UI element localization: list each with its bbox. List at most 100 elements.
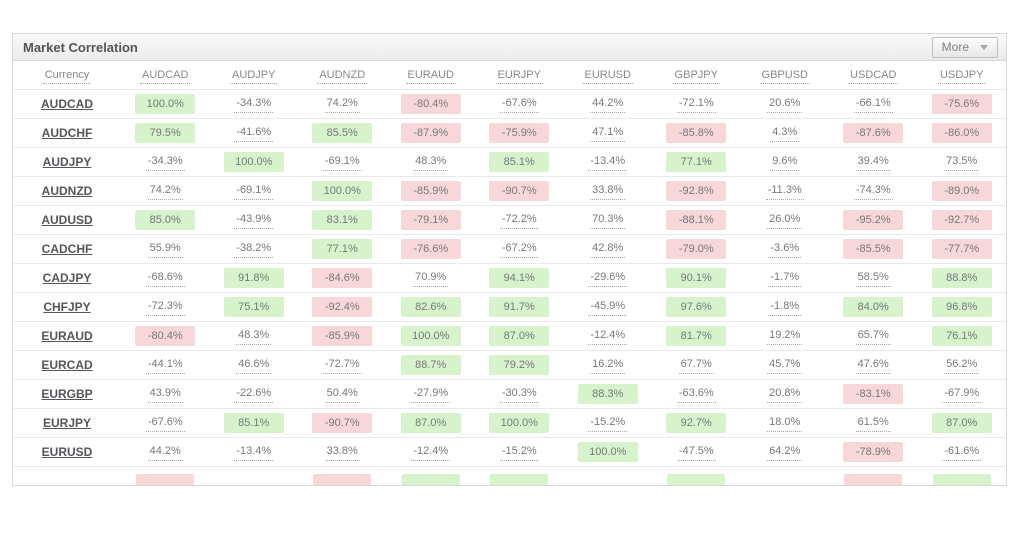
correlation-value: -77.7% bbox=[931, 239, 992, 259]
currency-link-audcad[interactable]: AUDCAD bbox=[41, 97, 93, 111]
correlation-cell bbox=[740, 466, 829, 485]
currency-link-eurcad[interactable]: EURCAD bbox=[41, 358, 93, 372]
correlation-value: 75.1% bbox=[223, 297, 284, 317]
correlation-cell bbox=[917, 466, 1006, 485]
correlation-value: -67.6% bbox=[145, 414, 185, 432]
correlation-cell: -61.6% bbox=[917, 437, 1006, 466]
correlation-cell-partial bbox=[932, 474, 991, 485]
currency-link-audchf[interactable]: AUDCHF bbox=[41, 126, 93, 140]
correlation-value: -87.6% bbox=[843, 123, 904, 143]
correlation-value: 70.3% bbox=[590, 211, 626, 229]
correlation-value: 46.6% bbox=[236, 356, 272, 374]
column-header-label: GBPUSD bbox=[759, 69, 810, 84]
correlation-cell: 97.6% bbox=[652, 292, 741, 321]
correlation-cell: 76.1% bbox=[917, 321, 1006, 350]
correlation-cell-partial bbox=[667, 474, 726, 485]
correlation-value: 74.2% bbox=[324, 95, 360, 113]
correlation-value: -92.4% bbox=[312, 297, 373, 317]
correlation-value: 26.0% bbox=[767, 211, 803, 229]
currency-link-euraud[interactable]: EURAUD bbox=[41, 329, 93, 343]
correlation-value: 20.8% bbox=[767, 385, 803, 403]
correlation-cell: -44.1% bbox=[121, 350, 210, 379]
currency-link-audusd[interactable]: AUDUSD bbox=[41, 213, 93, 227]
correlation-cell: -3.6% bbox=[740, 234, 829, 263]
correlation-cell: -15.2% bbox=[563, 408, 652, 437]
row-label-cell: AUDNZD bbox=[13, 176, 121, 205]
column-header-usdjpy: USDJPY bbox=[918, 61, 1007, 89]
more-button[interactable]: More bbox=[931, 36, 998, 58]
row-label-cell bbox=[13, 466, 121, 485]
correlation-cell: -85.5% bbox=[829, 234, 918, 263]
correlation-value: -67.6% bbox=[499, 95, 539, 113]
currency-link-eurgbp[interactable]: EURGBP bbox=[41, 387, 93, 401]
correlation-value: -85.8% bbox=[666, 123, 727, 143]
correlation-cell: -12.4% bbox=[563, 321, 652, 350]
correlation-cell: -34.3% bbox=[121, 147, 210, 176]
correlation-cell: 82.6% bbox=[386, 292, 475, 321]
correlation-value: 85.1% bbox=[489, 152, 550, 172]
correlation-cell: 92.7% bbox=[652, 408, 741, 437]
correlation-value: -95.2% bbox=[843, 210, 904, 230]
correlation-value: 85.0% bbox=[135, 210, 196, 230]
correlation-value: 4.3% bbox=[770, 124, 800, 142]
correlation-cell: 9.6% bbox=[740, 147, 829, 176]
correlation-cell: -80.4% bbox=[121, 321, 210, 350]
column-header-label: USDCAD bbox=[848, 69, 899, 84]
correlation-value: -34.3% bbox=[145, 153, 185, 171]
correlation-cell: 47.6% bbox=[829, 350, 918, 379]
table-row-audjpy: AUDJPY -34.3% 100.0% -69.1% 48.3% 85.1% -13.4%… bbox=[13, 147, 1006, 176]
column-header-usdcad: USDCAD bbox=[829, 61, 918, 89]
correlation-cell: 100.0% bbox=[121, 89, 210, 118]
correlation-cell bbox=[209, 466, 298, 485]
column-header-gbpusd: GBPUSD bbox=[741, 61, 830, 89]
correlation-cell: -92.8% bbox=[652, 176, 741, 205]
correlation-cell: -92.4% bbox=[298, 292, 387, 321]
correlation-value: -11.3% bbox=[765, 182, 804, 200]
correlation-cell: 20.6% bbox=[740, 89, 829, 118]
correlation-value: -12.4% bbox=[588, 327, 628, 345]
correlation-value: 100.0% bbox=[577, 442, 638, 462]
correlation-value: -72.3% bbox=[145, 298, 185, 316]
correlation-cell: -67.6% bbox=[121, 408, 210, 437]
correlation-value: 45.7% bbox=[767, 356, 803, 374]
correlation-value: 94.1% bbox=[489, 268, 550, 288]
correlation-cell: 55.9% bbox=[121, 234, 210, 263]
column-header-eurusd: EURUSD bbox=[564, 61, 653, 89]
correlation-table-body: AUDCAD 100.0% -34.3% 74.2% -80.4% -67.6% 44.2%… bbox=[13, 89, 1006, 485]
correlation-cell: 26.0% bbox=[740, 205, 829, 234]
currency-link-cadjpy[interactable]: CADJPY bbox=[42, 271, 92, 285]
currency-link-chfjpy[interactable]: CHFJPY bbox=[43, 300, 91, 314]
correlation-cell: -77.7% bbox=[917, 234, 1006, 263]
column-header-label: EURUSD bbox=[582, 69, 633, 84]
more-button-label: More bbox=[941, 40, 969, 54]
correlation-cell: 87.0% bbox=[917, 408, 1006, 437]
correlation-cell: -12.4% bbox=[386, 437, 475, 466]
correlation-value: 33.8% bbox=[324, 443, 360, 461]
correlation-value: -67.9% bbox=[942, 385, 982, 403]
correlation-cell: -38.2% bbox=[209, 234, 298, 263]
correlation-cell: 100.0% bbox=[475, 408, 564, 437]
currency-link-cadchf[interactable]: CADCHF bbox=[41, 242, 93, 256]
correlation-value: 47.6% bbox=[855, 356, 891, 374]
currency-link-audnzd[interactable]: AUDNZD bbox=[41, 184, 93, 198]
correlation-cell: 61.5% bbox=[829, 408, 918, 437]
correlation-cell bbox=[121, 466, 210, 485]
correlation-value: -74.3% bbox=[853, 182, 893, 200]
currency-link-eurusd[interactable]: EURUSD bbox=[41, 445, 93, 459]
correlation-cell: 42.8% bbox=[563, 234, 652, 263]
correlation-cell-partial bbox=[313, 474, 372, 485]
correlation-value: -90.7% bbox=[489, 181, 550, 201]
correlation-value: -67.2% bbox=[499, 240, 539, 258]
row-label-cell: EURUSD bbox=[13, 437, 121, 466]
correlation-value: 100.0% bbox=[135, 94, 196, 114]
currency-link-audjpy[interactable]: AUDJPY bbox=[42, 155, 92, 169]
currency-link-eurjpy[interactable]: EURJPY bbox=[42, 416, 92, 430]
correlation-value: -13.4% bbox=[234, 443, 274, 461]
correlation-value: -15.2% bbox=[588, 414, 628, 432]
row-label-cell: AUDCHF bbox=[13, 118, 121, 147]
correlation-value: 97.6% bbox=[666, 297, 727, 317]
correlation-cell: -90.7% bbox=[475, 176, 564, 205]
correlation-cell: 74.2% bbox=[121, 176, 210, 205]
correlation-value: -75.9% bbox=[489, 123, 550, 143]
correlation-cell: -27.9% bbox=[386, 379, 475, 408]
